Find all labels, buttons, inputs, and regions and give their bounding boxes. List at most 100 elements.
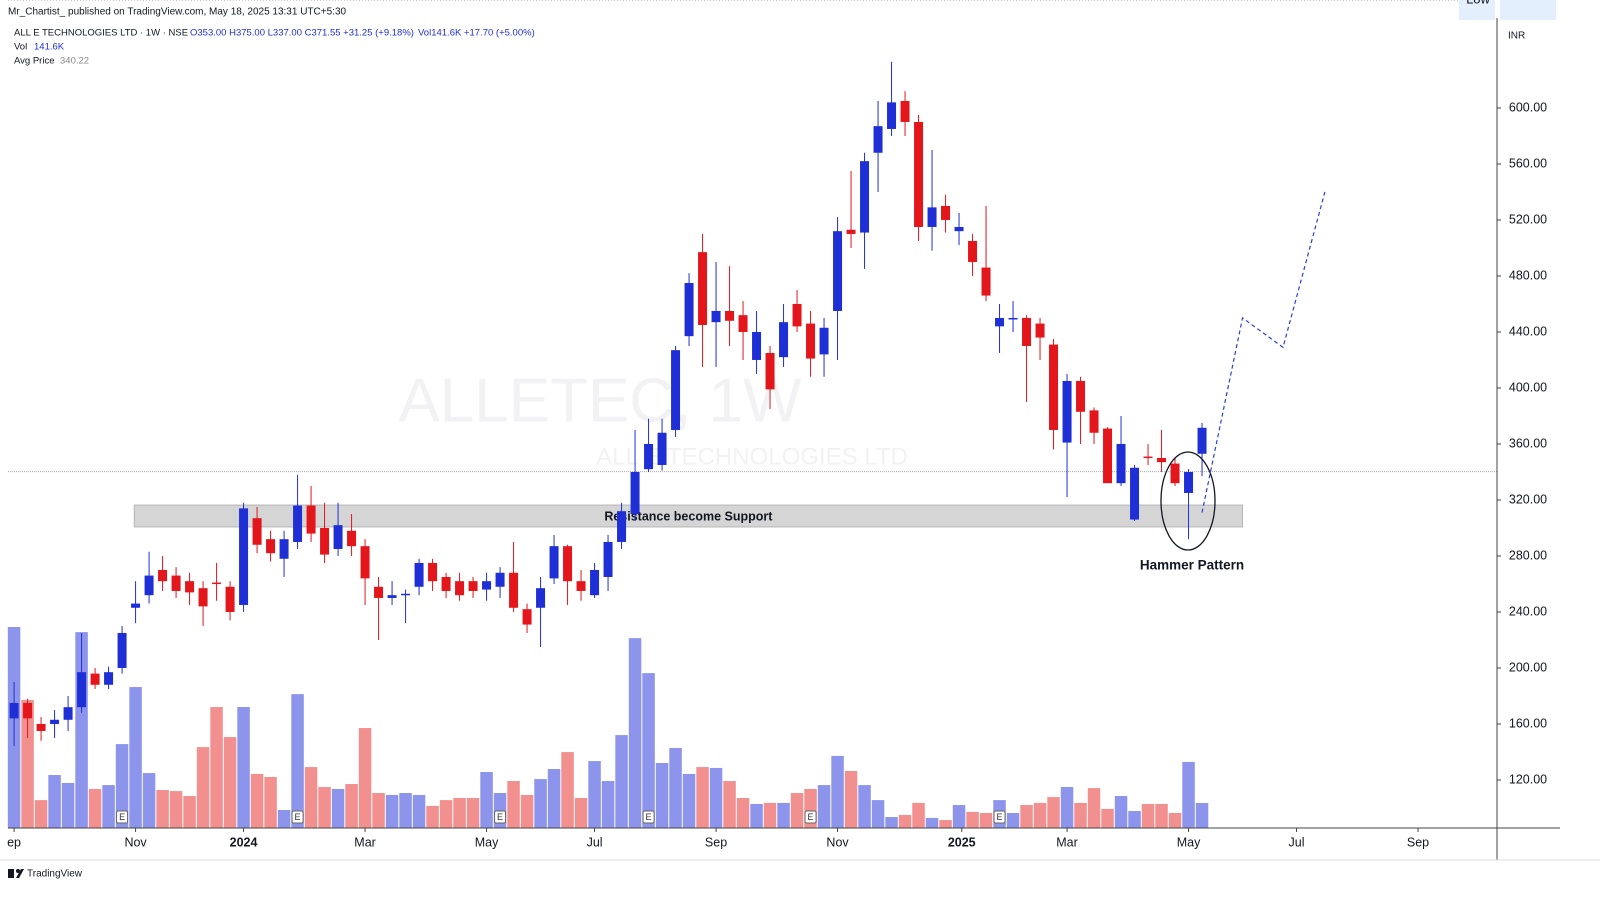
volume-bar (34, 800, 48, 828)
volume-bar (439, 800, 453, 828)
candle-body (198, 588, 208, 607)
hammer-label: Hammer Pattern (1140, 558, 1244, 573)
volume-bar (925, 817, 939, 828)
earnings-box (642, 810, 655, 824)
candle-body (698, 252, 708, 325)
volume-bar (115, 744, 129, 828)
candle-body (293, 505, 303, 542)
volume-bar (21, 699, 34, 828)
volume-bar (223, 737, 237, 828)
x-tick-label: Nov (826, 835, 849, 849)
volume-bar (709, 767, 723, 828)
candle-body (23, 702, 33, 719)
y-tick-label: 240.00 (1509, 604, 1547, 618)
candle-body (455, 581, 465, 596)
volume-bar (264, 776, 277, 828)
brand-logo (8, 869, 24, 878)
y-tick-label: 600.00 (1509, 100, 1547, 114)
candle-body (63, 707, 73, 720)
y-tick-label: 200.00 (1509, 660, 1547, 674)
published-note: Mr_Chartist_ published on TradingView.co… (8, 7, 347, 18)
x-tick-label: Nov (124, 835, 147, 849)
candle-body (414, 562, 424, 587)
candle-body (158, 569, 168, 582)
volume-bar (858, 785, 871, 828)
candle-body (563, 546, 573, 582)
candle-body (833, 231, 843, 311)
low-tag (1459, 0, 1495, 20)
volume-bar (1141, 803, 1155, 828)
volume-bar (1182, 761, 1195, 828)
volume-bar (763, 802, 777, 828)
volume-bar (142, 773, 156, 828)
candle-body (171, 575, 181, 591)
y-tick-label: 360.00 (1509, 436, 1547, 450)
support-zone (133, 504, 1243, 528)
candle-body (995, 317, 1005, 327)
candle-body (374, 586, 384, 598)
volume-bar (331, 788, 345, 828)
volume-bar (561, 752, 574, 828)
candle-body (549, 546, 559, 579)
volume-bar (912, 802, 925, 828)
candle-body (1130, 467, 1140, 520)
candle-body (1049, 344, 1059, 430)
candle-body (1035, 323, 1045, 338)
candle-body (536, 588, 546, 608)
earnings-label: E (119, 812, 125, 822)
x-tick-label: ep (7, 835, 21, 849)
volume-bar (1020, 805, 1033, 828)
volume-bar (1195, 802, 1209, 828)
hammer-ellipse (1160, 451, 1216, 551)
candle-body (239, 508, 249, 605)
volume-bar (966, 811, 979, 828)
candle-body (495, 572, 505, 587)
volume-bar (628, 638, 642, 828)
candle-body (914, 121, 924, 227)
volume-bar (250, 773, 264, 828)
candle-body (576, 581, 586, 591)
volume-bar (831, 755, 844, 828)
volume-bar (372, 793, 385, 828)
candle-body (77, 672, 87, 708)
avg-price-label: Avg Price (14, 56, 54, 67)
earnings-label: E (646, 812, 652, 822)
candle-body (320, 527, 330, 555)
volume-bar (817, 785, 831, 828)
volume-bar (669, 747, 682, 828)
candle-body (1184, 471, 1194, 493)
volume-bar (453, 797, 466, 828)
candle-body (117, 632, 127, 668)
candle-body (441, 576, 451, 591)
volume-bar (1168, 812, 1182, 828)
volume-bar (1033, 802, 1047, 828)
earnings-label: E (997, 812, 1003, 822)
volume-bar (507, 781, 520, 828)
volume-bar (790, 793, 804, 828)
candle-body (104, 672, 114, 685)
x-tick-label: Jul (1289, 835, 1305, 849)
candle-body (900, 100, 910, 122)
volume-bar (1006, 812, 1020, 828)
candle-body (131, 603, 141, 608)
x-tick-label: May (475, 835, 499, 849)
candle-body (468, 581, 478, 591)
volume-bar (210, 707, 223, 828)
volume-bar (399, 793, 412, 828)
volume-bar (601, 781, 615, 828)
volume-bar (898, 814, 912, 828)
candle-body (347, 530, 357, 547)
volume-bar (574, 797, 588, 828)
volume-bar (129, 687, 142, 828)
volume-bar (777, 802, 790, 828)
candle-body (1022, 317, 1032, 346)
volume-bar (952, 805, 966, 828)
candle-body (684, 282, 694, 337)
candle-body (590, 569, 600, 596)
volume-bar (534, 779, 547, 828)
volume-last: 141.6K (34, 42, 65, 53)
x-tick-label: Sep (705, 835, 727, 849)
candle-body (522, 609, 532, 625)
candle-body (981, 267, 991, 296)
